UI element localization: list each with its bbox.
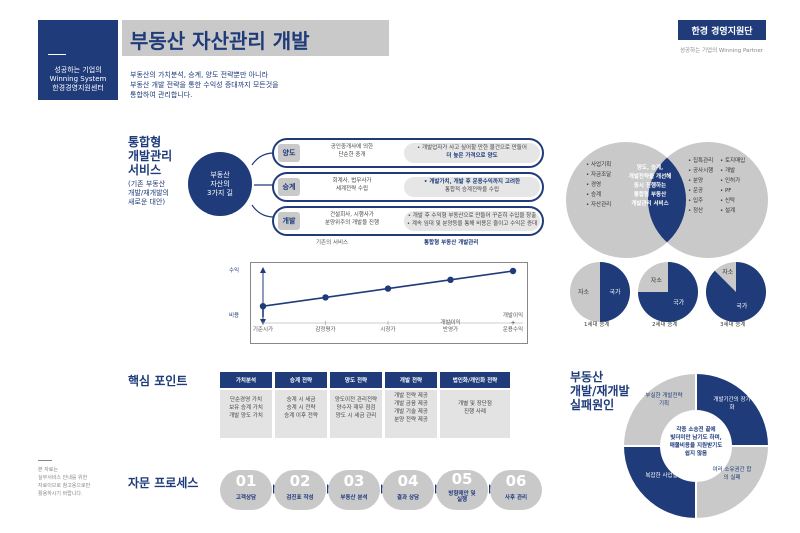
x-tick-label: 개발이익 + 운용수익 — [502, 313, 524, 333]
header-side-text: 성공하는 기업의 Winning System 한경경영지원센터 — [49, 66, 107, 92]
brand-logo: 한경 경영지원단 — [678, 20, 766, 40]
pie-state-share — [638, 262, 698, 322]
series-line — [262, 270, 514, 317]
path-row-succession: 승계 회계사, 법무사가 세계전략 수립 • 개발가치, 개발 후 운용수익까지… — [272, 172, 544, 202]
x-tick-label: 개발이익 반영가 — [440, 320, 461, 333]
venn-center-text: 양도, 승계, 개발전략을 개선해 동시 진행하는 통합형 부동산 개발관리 서… — [628, 165, 672, 207]
venn-right-list-b: • 토지매입 • 개발 • 인허가 • PF • 신탁 • 설계 — [720, 158, 746, 214]
integrated-service-text: • 개발업자가 사고 싶어할 만한 물건으로 만들어 더 높은 가격으로 양도 — [404, 143, 540, 163]
path-row-development: 개발 건설회사, 시행사가 분양위주의 개발을 진행 • 개발 후 수익형 부동… — [272, 206, 544, 236]
integrated-service-text: • 개발 후 수익형 부동산으로 만들어 꾸준히 수입을 창출 • 계속 임대 … — [404, 211, 540, 231]
core-column: 양도 전략 양도이전 관리전략 양수자 재무 점검 양도 시 세금 관리 — [330, 372, 382, 438]
path-tag: 승계 — [278, 178, 300, 196]
path-tag: 양도 — [278, 144, 300, 162]
pie-own-label: 자소 — [578, 288, 590, 296]
core-column: 법인화/개인화 전략 개별 및 장단점 진행 사례 — [440, 372, 510, 438]
venn-left-list: • 사업기획 • 자금조달 • 경영 • 승계 • 자산관리 — [586, 162, 612, 208]
pie-state-label: 국가 — [673, 299, 685, 307]
core-section-title: 핵심 포인트 — [128, 374, 188, 388]
failure-cause: 부실한 개발전략 기획 — [645, 393, 683, 407]
integrated-service-caption: 통합형 부동산 개발관리 — [424, 240, 479, 246]
center-circle — [660, 410, 732, 482]
y-label-bottom: 비용 — [229, 313, 240, 319]
core-column: 개발 전략 개발 전략 제공 개발 금융 제공 개발 기술 제공 분양 전략 제… — [385, 372, 437, 438]
pie-state-share — [600, 262, 630, 322]
title-background — [122, 20, 389, 56]
pie-state-label: 국가 — [736, 302, 748, 310]
note-rule — [38, 460, 52, 461]
data-point — [259, 303, 267, 310]
integrated-section-title: 통합형 개발관리 서비스 (기존 부동산 개발/재개발의 새로운 대안) — [128, 135, 173, 206]
existing-service-text: 건설회사, 시행사가 분양위주의 개발을 진행 — [324, 212, 380, 226]
x-tick-label: 감정평가 — [315, 327, 336, 333]
failure-center-text: 각종 소송전 끝에 빛더미만 남기도 하며, 매몰비용을 지원받기도 쉽지 않음 — [669, 427, 723, 457]
data-point — [322, 294, 329, 301]
failure-cause: 복잡한 사업절차 — [645, 473, 683, 479]
header-rule — [48, 54, 66, 55]
x-tick-label: 시장가 — [380, 327, 396, 333]
process-step: 05 방향제안 및 실행 — [436, 470, 488, 510]
existing-service-text: 공인중개사에 의한 단순한 중개 — [330, 144, 374, 158]
page-description: 부동산의 가치분석, 승계, 양도 전략뿐만 아니라 부동산 개발 전략을 통한… — [130, 71, 279, 99]
process-step: 04 결과 상담 — [382, 470, 434, 510]
process-section-title: 자문 프로세스 — [128, 476, 199, 490]
x-tick-label: 기준시가 — [252, 327, 274, 333]
core-column: 승계 전략 승계 시 세금 승계 시 전략 승계 이후 전략 — [275, 372, 327, 438]
pie-own-label: 자소 — [651, 276, 663, 284]
process-step: 02 검진표 작성 — [274, 470, 326, 510]
process-step: 03 부동산 분석 — [328, 470, 380, 510]
data-point — [509, 267, 517, 275]
data-point — [447, 276, 454, 283]
pie-caption: 2세대 승계 — [652, 322, 678, 328]
existing-service-caption: 기존의 서비스 — [316, 240, 349, 246]
core-column: 가치분석 단순경영 가치 보유 승계 가치 개발 양도 가치 — [220, 372, 272, 438]
integrated-service-text: • 개발가치, 개발 후 운용수익까지 고려한 통합적 승계전략을 수립 — [404, 177, 540, 197]
y-axis-arrow-up — [260, 267, 266, 273]
y-label-top: 수익 — [229, 268, 240, 274]
process-step: 01 고객상담 — [220, 470, 272, 510]
failure-causes-diagram — [624, 374, 768, 518]
brand-tagline: 성공하는 기업의 Winning Partner — [680, 48, 763, 54]
pie-caption: 3세대 승계 — [720, 322, 746, 328]
three-paths-circle: 부동산 자산의 3가지 길 — [188, 152, 252, 216]
header-side-block: 성공하는 기업의 Winning System 한경경영지원센터 — [38, 20, 118, 100]
pie-state-share — [706, 262, 766, 322]
chart-canvas — [259, 267, 523, 325]
pie-state-label: 국가 — [609, 288, 621, 296]
failure-cause: 개발기간의 장기화 — [713, 397, 751, 411]
failure-cause: 여러 소유권간 합의 실패 — [712, 467, 752, 481]
data-point — [384, 285, 392, 292]
venn-right-list-a: • 집특관리 • 공사시행 • 분양 • 운공 • 입주 • 정산 — [688, 158, 714, 214]
venn-intersection — [648, 142, 686, 258]
value-growth-chart: 수익 비용 기준시가 감정평가 시장가 개발이익 반영가 개발이익 + 운용수익 — [229, 262, 528, 344]
disclaimer-note: 본 자료는 실무서비스 안내를 위한 자료이므로 참고용으로만 활용하시기 바랍… — [38, 467, 91, 497]
pie-own-label: 자소 — [722, 268, 734, 276]
pie-caption: 1세대 승계 — [584, 322, 610, 328]
connector-lines — [251, 152, 275, 218]
failure-section-title: 부동산 개발/재개발 실패원인 — [570, 370, 630, 412]
path-row-transfer: 양도 공인중개사에 의한 단순한 중개 • 개발업자가 사고 싶어할 만한 물건… — [272, 138, 544, 168]
path-tag: 개발 — [278, 212, 300, 230]
process-step: 06 사후 관리 — [490, 470, 542, 510]
existing-service-text: 회계사, 법무사가 세계전략 수립 — [332, 178, 372, 192]
page-title: 부동산 자산관리 개발 — [130, 29, 310, 53]
